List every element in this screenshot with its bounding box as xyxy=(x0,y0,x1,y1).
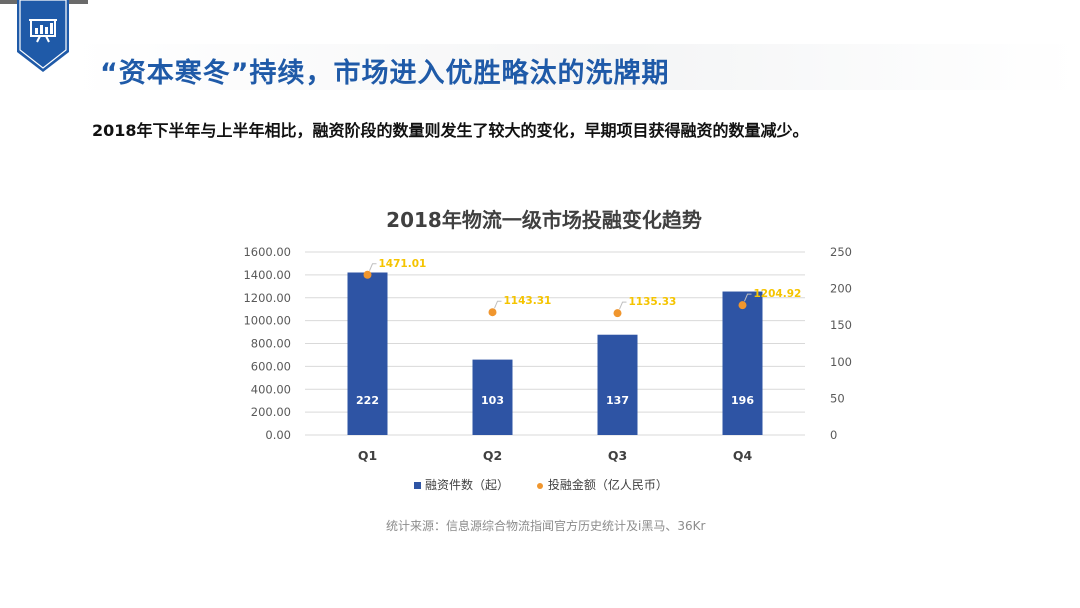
y-right-tick-label: 50 xyxy=(830,391,845,405)
y-right-tick-label: 200 xyxy=(830,282,852,296)
legend-item-investment-amount: 投融金额（亿人民币） xyxy=(536,476,668,493)
x-tick-label: Q2 xyxy=(483,448,502,463)
x-tick-label: Q4 xyxy=(733,448,753,463)
legend-dot-swatch xyxy=(536,482,543,489)
chart-legend: 融资件数（起） 投融金额（亿人民币） xyxy=(414,476,692,493)
y-left-tick-label: 0.00 xyxy=(265,428,291,442)
slide-heading: “资本寒冬”持续，市场进入优胜略汰的洗牌期 xyxy=(100,58,670,89)
bar-data-label: 137 xyxy=(606,394,629,407)
bar-financing-count xyxy=(722,291,763,435)
y-left-tick-label: 1600.00 xyxy=(243,245,291,259)
y-left-tick-label: 1400.00 xyxy=(243,268,291,282)
x-tick-label: Q1 xyxy=(358,448,377,463)
legend-label-investment-amount: 投融金额（亿人民币） xyxy=(547,478,668,492)
legend-bar-swatch xyxy=(414,482,421,489)
point-investment-amount xyxy=(363,270,372,279)
bar-data-label: 103 xyxy=(481,394,504,407)
presentation-chart-icon xyxy=(17,0,69,72)
x-tick-label: Q3 xyxy=(608,448,627,463)
heading-band xyxy=(70,44,1080,90)
legend-item-financing-count: 融资件数（起） xyxy=(414,476,509,493)
data-label-leader xyxy=(494,300,502,309)
y-right-tick-label: 0 xyxy=(830,428,837,442)
bar-financing-count xyxy=(472,359,513,435)
y-left-tick-label: 1000.00 xyxy=(243,314,291,328)
bar-data-label: 222 xyxy=(356,394,379,407)
point-data-label: 1135.33 xyxy=(629,296,677,308)
y-left-tick-label: 1200.00 xyxy=(243,291,291,305)
y-left-tick-label: 600.00 xyxy=(251,359,291,373)
bar-data-label: 196 xyxy=(731,394,754,407)
bar-financing-count xyxy=(597,334,638,435)
y-left-tick-label: 800.00 xyxy=(251,337,291,351)
point-data-label: 1143.31 xyxy=(504,295,552,307)
point-investment-amount xyxy=(488,308,497,317)
data-label-leader xyxy=(619,301,627,310)
point-investment-amount xyxy=(613,309,622,318)
chart-title: 2018年物流一级市场投融变化趋势 xyxy=(386,208,702,232)
point-data-label: 1471.01 xyxy=(379,258,427,270)
y-left-tick-label: 200.00 xyxy=(251,405,291,419)
y-right-tick-label: 150 xyxy=(830,318,852,332)
legend-label-financing-count: 融资件数（起） xyxy=(425,478,510,492)
data-label-leader xyxy=(744,293,752,302)
y-right-tick-label: 100 xyxy=(830,355,852,369)
y-left-tick-label: 400.00 xyxy=(251,382,291,396)
data-label-leader xyxy=(369,263,377,271)
source-note: 统计来源：信息源综合物流指闻官方历史统计及i黑马、36Kr xyxy=(386,519,706,533)
y-right-tick-label: 250 xyxy=(830,245,852,259)
point-investment-amount xyxy=(738,301,747,310)
bar-financing-count xyxy=(347,272,388,435)
slide-subtitle: 2018年下半年与上半年相比，融资阶段的数量则发生了较大的变化，早期项目获得融资… xyxy=(92,121,809,140)
point-data-label: 1204.92 xyxy=(754,288,802,300)
